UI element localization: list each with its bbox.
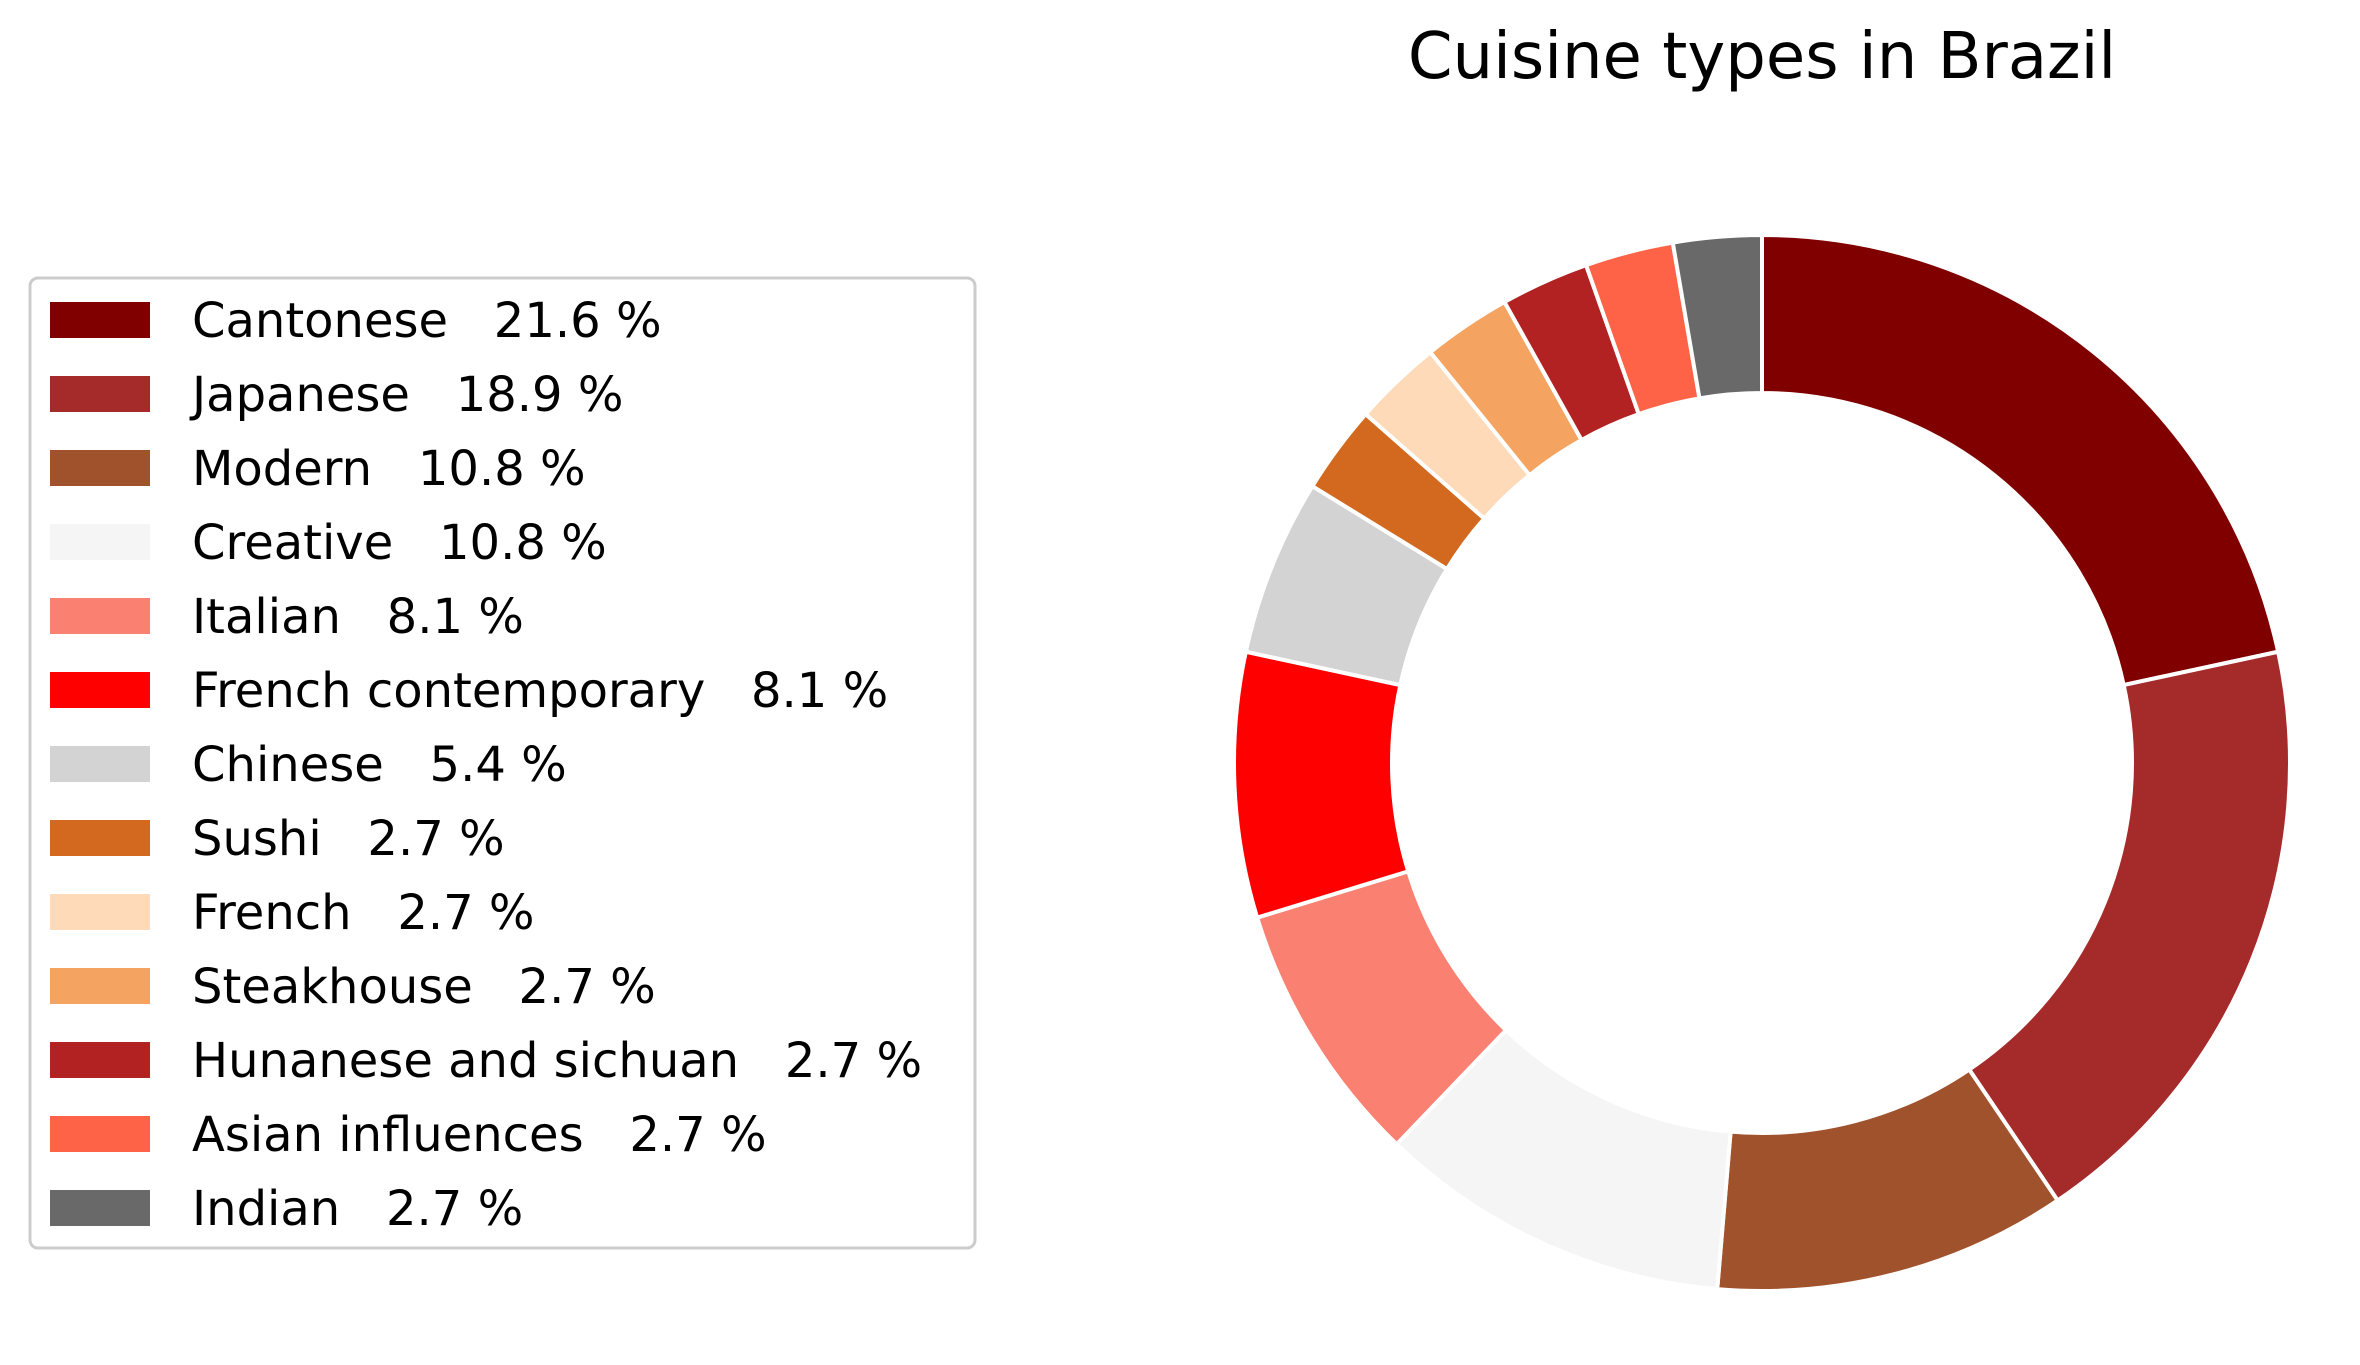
slice-indian (1670, 232, 1764, 401)
legend-swatch (50, 450, 150, 486)
legend-label: Modern 10.8 % (192, 441, 586, 497)
legend-swatch (50, 598, 150, 634)
legend-swatch (50, 1042, 150, 1078)
legend: Cantonese 21.6 % Japanese 18.9 % Modern 10… (28, 276, 977, 1250)
legend-label: Italian 8.1 % (192, 589, 524, 645)
legend-label: Steakhouse 2.7 % (192, 959, 656, 1015)
legend-item: Hunanese and sichuan 2.7 % (50, 1033, 922, 1089)
donut-slices (1232, 232, 2292, 1293)
legend-swatch (50, 524, 150, 560)
legend-label: French contemporary 8.1 % (192, 663, 888, 719)
legend-swatch (50, 820, 150, 856)
legend-label: Asian influences 2.7 % (192, 1107, 767, 1163)
slice-french-contemporary (1232, 649, 1411, 921)
legend-label: Hunanese and sichuan 2.7 % (192, 1033, 922, 1089)
legend-items: Cantonese 21.6 % Japanese 18.9 % Modern 10… (50, 293, 922, 1237)
legend-item: Steakhouse 2.7 % (50, 959, 656, 1015)
legend-swatch (50, 1190, 150, 1226)
legend-label: Cantonese 21.6 % (192, 293, 662, 349)
legend-label: Chinese 5.4 % (192, 737, 567, 793)
legend-swatch (50, 1116, 150, 1152)
legend-item: Chinese 5.4 % (50, 737, 567, 793)
legend-item: Cantonese 21.6 % (50, 293, 662, 349)
legend-item: Italian 8.1 % (50, 589, 524, 645)
legend-label: Creative 10.8 % (192, 515, 607, 571)
legend-swatch (50, 968, 150, 1004)
legend-swatch (50, 376, 150, 412)
slice-cantonese (1760, 232, 2281, 688)
legend-swatch (50, 302, 150, 338)
legend-item: Sushi 2.7 % (50, 811, 505, 867)
legend-item: Japanese 18.9 % (50, 367, 623, 423)
legend-swatch (50, 894, 150, 930)
legend-item: French 2.7 % (50, 885, 535, 941)
legend-label: Japanese 18.9 % (189, 367, 623, 423)
legend-item: Modern 10.8 % (50, 441, 586, 497)
legend-label: Sushi 2.7 % (192, 811, 505, 867)
legend-label: Indian 2.7 % (192, 1181, 523, 1237)
chart-title: Cuisine types in Brazil (1408, 20, 2116, 94)
slice-japanese (1966, 649, 2292, 1204)
legend-item: Indian 2.7 % (50, 1181, 523, 1237)
legend-item: Asian influences 2.7 % (50, 1107, 767, 1163)
legend-swatch (50, 746, 150, 782)
legend-frame (28, 276, 977, 1250)
legend-item: French contemporary 8.1 % (50, 663, 888, 719)
legend-swatch (50, 672, 150, 708)
legend-item: Creative 10.8 % (50, 515, 607, 571)
legend-label: French 2.7 % (192, 885, 535, 941)
